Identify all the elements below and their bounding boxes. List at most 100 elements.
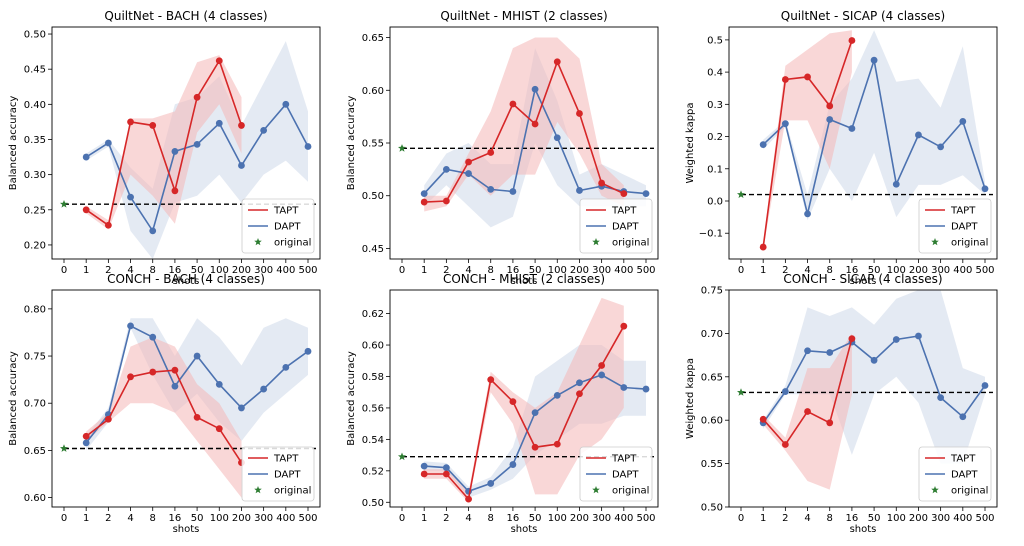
x-tick-label: 0	[61, 265, 67, 276]
y-tick-label: 0.5	[707, 35, 723, 46]
original-star	[398, 144, 406, 152]
tapt-point	[215, 57, 223, 65]
chart-title: CONCH - SICAP (4 classes)	[783, 272, 942, 286]
dapt-point	[892, 336, 900, 343]
x-tick-label: 1	[83, 513, 89, 524]
y-tick-label: 0.2	[707, 132, 723, 143]
dapt-point	[149, 227, 157, 235]
y-tick-label: 0.75	[24, 352, 46, 363]
dapt-point	[937, 394, 945, 402]
x-tick-label: 500	[975, 513, 994, 524]
y-tick-label: 0.3	[707, 100, 723, 111]
dapt-point	[848, 125, 856, 132]
dapt-point	[531, 409, 539, 417]
x-tick-label: 16	[846, 265, 859, 276]
dapt-point	[82, 153, 90, 161]
x-tick-label: 16	[507, 513, 520, 524]
tapt-point	[465, 495, 472, 503]
tapt-point	[620, 190, 628, 198]
x-tick-label: 4	[127, 513, 133, 524]
tapt-point	[759, 415, 767, 423]
x-tick-label: 400	[953, 513, 972, 524]
dapt-point	[420, 190, 428, 198]
legend-label: TAPT	[273, 206, 299, 217]
legend-label: DAPT	[274, 470, 301, 481]
plot-area	[398, 37, 654, 228]
y-tick-label: 0.80	[24, 304, 46, 315]
dapt-confidence-band	[86, 41, 308, 259]
x-tick-label: 100	[210, 265, 229, 276]
dapt-point	[981, 185, 989, 193]
original-star	[60, 444, 68, 452]
x-tick-label: 4	[804, 513, 810, 524]
dapt-point	[304, 347, 312, 355]
dapt-point	[781, 120, 789, 128]
tapt-confidence-band	[86, 337, 242, 498]
x-tick-label: 300	[592, 513, 611, 524]
tapt-point	[215, 425, 223, 433]
x-tick-label: 50	[529, 513, 542, 524]
legend-label: original	[951, 486, 988, 497]
x-tick-label: 100	[548, 265, 567, 276]
plot-area	[737, 290, 993, 490]
x-tick-label: 100	[887, 265, 906, 276]
tapt-point	[509, 100, 517, 108]
y-axis-label: Weighted kappa	[685, 358, 696, 439]
tapt-confidence-band	[86, 55, 242, 230]
y-tick-label: 0.52	[362, 466, 384, 477]
tapt-point	[576, 390, 583, 398]
tapt-point	[238, 122, 245, 129]
x-tick-label: 200	[909, 265, 928, 276]
original-star	[737, 388, 745, 396]
x-tick-label: 2	[782, 265, 788, 276]
x-tick-label: 0	[399, 513, 405, 524]
x-tick-label: 500	[298, 265, 317, 276]
tapt-series-line	[85, 369, 243, 464]
tapt-point	[531, 443, 539, 451]
dapt-point	[804, 210, 811, 218]
tapt-point	[804, 408, 811, 415]
x-tick-label: 100	[887, 513, 906, 524]
x-tick-label: 500	[975, 265, 994, 276]
dapt-point	[509, 461, 517, 468]
subplot-1: 0.20 0.25 0.30 0.35 0.40 0.45 0.50 0 1 2 4 8 16 50 100…	[8, 9, 321, 287]
x-tick-label: 1	[760, 513, 766, 524]
y-tick-label: 0.50	[701, 503, 723, 514]
x-tick-label: 400	[614, 513, 633, 524]
dapt-point	[642, 190, 650, 198]
tapt-point	[826, 102, 834, 110]
y-tick-label: 0.4	[707, 68, 723, 79]
tapt-point	[442, 470, 450, 478]
y-tick-label: 0.70	[24, 399, 46, 410]
chart-title: QuiltNet - BACH (4 classes)	[104, 9, 267, 23]
y-tick-label: 0.56	[362, 403, 384, 414]
plot-area	[737, 30, 993, 251]
plot-area	[398, 297, 654, 503]
legend-label: TAPT	[611, 454, 637, 465]
y-tick-label: 0.0	[707, 197, 723, 208]
y-tick-label: 0.60	[362, 341, 384, 352]
x-tick-label: 8	[827, 513, 833, 524]
x-tick-label: 50	[868, 265, 881, 276]
legend-label: DAPT	[951, 222, 978, 233]
original-star	[60, 200, 68, 208]
dapt-point	[487, 480, 495, 487]
y-axis-label: Balanced accuracy	[8, 96, 19, 191]
tapt-point	[465, 158, 472, 166]
x-tick-label: 0	[738, 513, 744, 524]
tapt-point	[171, 366, 179, 374]
chart-title: QuiltNet - SICAP (4 classes)	[781, 9, 945, 23]
y-tick-label: 0.60	[701, 416, 723, 427]
x-tick-label: 200	[570, 265, 589, 276]
dapt-point	[576, 187, 583, 194]
x-tick-label: 300	[592, 265, 611, 276]
y-tick-label: 0.40	[24, 100, 46, 111]
dapt-point	[553, 134, 561, 142]
dapt-point	[804, 347, 811, 355]
x-tick-label: 50	[191, 265, 204, 276]
tapt-point	[487, 376, 495, 384]
tapt-point	[509, 398, 517, 406]
tapt-point	[576, 110, 583, 117]
legend: TAPT DAPT original	[579, 446, 653, 502]
y-tick-label: 0.45	[362, 244, 384, 255]
